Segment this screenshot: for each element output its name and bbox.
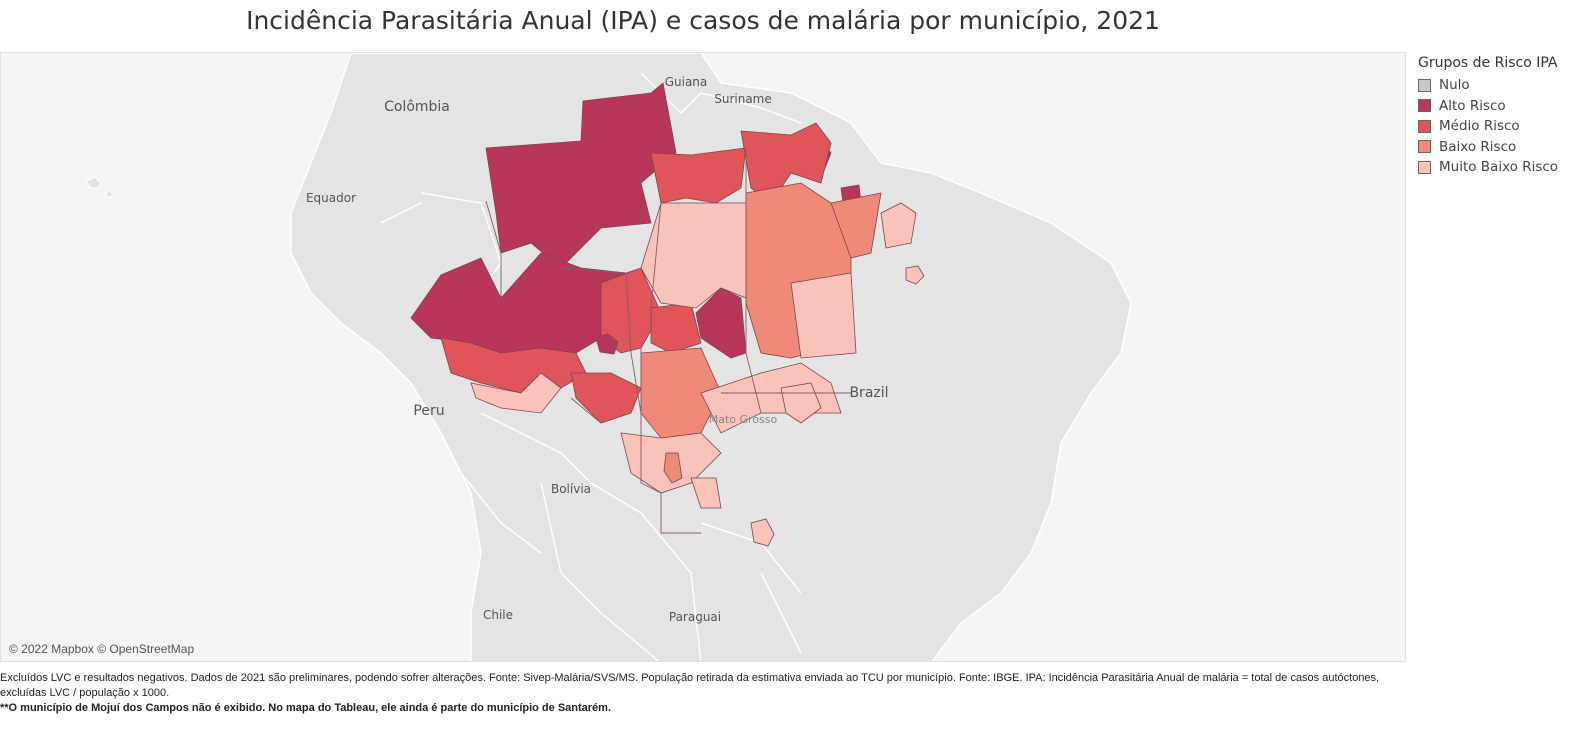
label-guiana: Guiana	[665, 75, 708, 89]
legend-swatch	[1418, 99, 1431, 113]
label-chile: Chile	[483, 608, 513, 622]
legend-swatch	[1418, 140, 1431, 154]
region-muito-baixo-risco[interactable]	[880, 202, 917, 249]
map-svg: Guiana Suriname Colômbia Equador Peru Br…	[86, 53, 1132, 661]
region-medio-risco[interactable]	[650, 147, 747, 204]
footnote: Excluídos LVC e resultados negativos. Da…	[0, 671, 1400, 716]
legend-title: Grupos de Risco IPA	[1418, 55, 1558, 71]
legend-label: Muito Baixo Risco	[1439, 159, 1559, 176]
legend-item-nulo[interactable]: Nulo	[1418, 75, 1594, 96]
region-baixo-risco[interactable]	[830, 192, 882, 259]
legend-label: Baixo Risco	[1439, 138, 1517, 155]
label-paraguai: Paraguai	[669, 610, 721, 624]
label-mato-grosso: Mato Grosso	[709, 413, 778, 426]
south-america-land	[290, 53, 1132, 661]
legend-item-baixo-risco[interactable]: Baixo Risco	[1418, 137, 1594, 158]
label-peru: Peru	[413, 403, 444, 419]
region-muito-baixo-risco[interactable]	[470, 372, 562, 414]
region-muito-baixo-risco[interactable]	[640, 202, 747, 309]
islands	[86, 176, 114, 199]
region-alto-risco[interactable]	[485, 82, 677, 269]
legend-label: Alto Risco	[1439, 97, 1506, 114]
chart-title: Incidência Parasitária Anual (IPA) e cas…	[246, 6, 1160, 35]
footnote-source: Excluídos LVC e resultados negativos. Da…	[0, 672, 1380, 699]
region-muito-baixo-risco[interactable]	[750, 518, 775, 547]
state-borders	[485, 148, 851, 534]
legend-label: Nulo	[1439, 77, 1470, 94]
region-muito-baixo-risco[interactable]	[905, 265, 925, 285]
map-area[interactable]: Guiana Suriname Colômbia Equador Peru Br…	[0, 52, 1406, 662]
footnote-note: **O município de Mojuí dos Campos não é …	[0, 702, 612, 714]
legend-item-alto-risco[interactable]: Alto Risco	[1418, 96, 1594, 117]
legend-swatch	[1418, 78, 1431, 92]
legend-label: Médio Risco	[1439, 118, 1520, 135]
region-muito-baixo-risco[interactable]	[790, 272, 857, 359]
amazon-municipalities[interactable]	[410, 82, 925, 547]
label-bolivia: Bolívia	[551, 482, 591, 496]
legend-swatch	[1418, 119, 1431, 133]
region-muito-baixo-risco[interactable]	[690, 477, 722, 509]
legend-item-medio-risco[interactable]: Médio Risco	[1418, 116, 1594, 137]
label-suriname: Suriname	[714, 92, 772, 106]
region-medio-risco[interactable]	[595, 333, 619, 355]
region-baixo-risco[interactable]	[663, 452, 683, 484]
region-muito-baixo-risco[interactable]	[700, 362, 842, 434]
legend-swatch	[1418, 160, 1431, 174]
legend-item-muito-baixo-risco[interactable]: Muito Baixo Risco	[1418, 157, 1594, 178]
region-medio-risco[interactable]	[570, 372, 642, 424]
label-brazil: Brazil	[849, 385, 888, 401]
label-colombia: Colômbia	[384, 99, 450, 115]
map-attribution[interactable]: © 2022 Mapbox © OpenStreetMap	[9, 642, 195, 656]
legend: Grupos de Risco IPA Nulo Alto Risco Médi…	[1418, 55, 1594, 178]
label-equador: Equador	[306, 191, 356, 205]
